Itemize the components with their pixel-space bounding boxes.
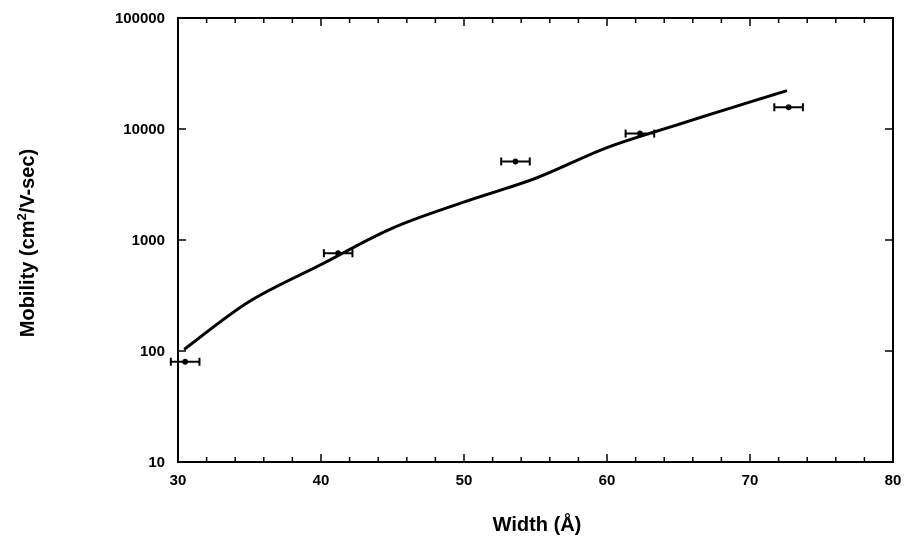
y-axis-label-suffix: /V-sec) [17, 149, 39, 213]
x-tick-label-40: 40 [313, 472, 330, 489]
data-point-0 [182, 358, 189, 365]
data-point-4 [785, 104, 792, 111]
x-tick-label-60: 60 [599, 472, 616, 489]
x-tick-label-80: 80 [885, 472, 902, 489]
tick-labels: 30 40 50 60 70 80 10 100 1000 10000 100000 [115, 10, 901, 489]
data-points-layer [169, 103, 804, 366]
y-tick-label-10000: 10000 [123, 121, 165, 138]
x-tick-label-70: 70 [742, 472, 759, 489]
fit-curve-layer [183, 89, 788, 351]
y-axis-label: Mobility (cm2/V-sec) [14, 149, 39, 337]
y-axis-label-sup: 2 [14, 213, 29, 220]
ticks [177, 17, 894, 463]
x-axis-label: Width (Å) [493, 512, 582, 536]
axes [177, 17, 894, 463]
y-tick-label-100000: 100000 [115, 10, 165, 27]
fit-curve [183, 89, 788, 351]
data-point-3 [636, 130, 643, 137]
plot-frame [177, 17, 894, 463]
y-tick-label-1000: 1000 [132, 232, 165, 249]
y-axis-label-prefix: Mobility (cm [17, 221, 39, 338]
data-point-1 [335, 250, 342, 257]
x-tick-label-30: 30 [170, 472, 187, 489]
y-tick-label-10: 10 [148, 454, 165, 471]
data-point-2 [512, 158, 519, 165]
x-tick-label-50: 50 [456, 472, 473, 489]
y-tick-label-100: 100 [140, 343, 165, 360]
